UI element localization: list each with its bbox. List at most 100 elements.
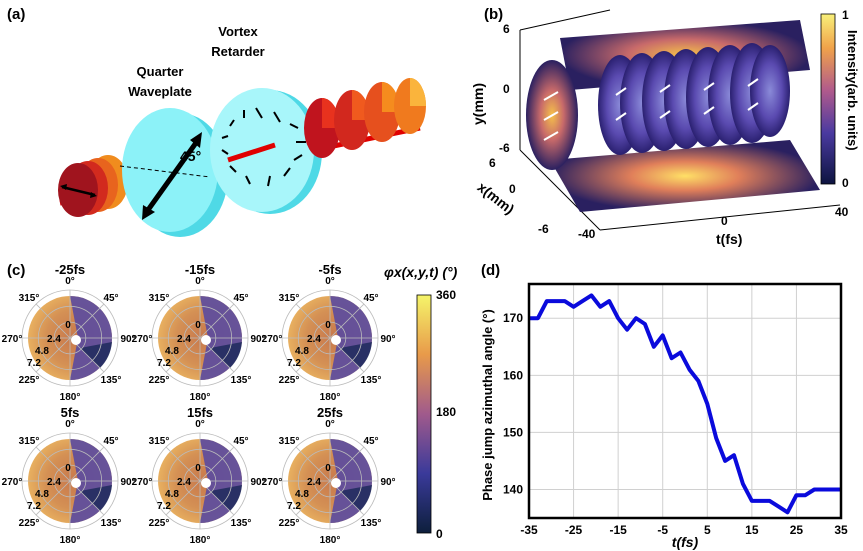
polar-spoke xyxy=(35,446,71,482)
x-axis-label: t(fs) xyxy=(672,534,699,550)
frame-time-label: 25fs xyxy=(317,405,343,420)
retarder-axis-arrows xyxy=(221,107,306,187)
polar-angle-tick: 225° xyxy=(279,518,300,529)
polar-radial-tick: 0 xyxy=(195,463,201,474)
phase-colorbar xyxy=(416,294,432,534)
x-tick-label: 15 xyxy=(745,523,759,537)
polar-spoke xyxy=(165,480,201,516)
vortex-core xyxy=(201,478,211,488)
bottom-projection xyxy=(550,140,820,212)
polar-angle-tick: 45° xyxy=(363,436,378,447)
polar-angle-tick: 45° xyxy=(103,293,118,304)
polar-angle-tick: 45° xyxy=(103,436,118,447)
polar-radial-tick: 7.2 xyxy=(157,501,171,512)
x-tick-label: -5 xyxy=(657,523,668,537)
polar-spoke xyxy=(69,446,105,482)
b-t-tick-mid: 0 xyxy=(721,214,728,228)
polar-angle-tick: 45° xyxy=(233,436,248,447)
x-tick-label: 25 xyxy=(790,523,804,537)
polar-angle-tick: 270° xyxy=(262,334,283,345)
polar-radial-tick: 7.2 xyxy=(27,501,41,512)
output-vortex-pulse xyxy=(304,78,426,158)
plot-frame xyxy=(527,282,843,520)
polar-spoke xyxy=(295,337,331,373)
polar-angle-tick: 315° xyxy=(279,293,300,304)
polar-angle-tick: 135° xyxy=(361,375,382,386)
vortex-core xyxy=(331,335,341,345)
y-tick-label: 150 xyxy=(503,425,523,439)
polar-angle-tick: 0° xyxy=(65,419,75,430)
polar-spoke xyxy=(165,337,201,373)
c-colorbar-tick-bottom: 0 xyxy=(436,527,443,541)
b-colorbar-tick-bottom: 0 xyxy=(842,176,849,190)
b-x-tick-top: 6 xyxy=(489,156,496,170)
phase-map-dark xyxy=(80,342,112,368)
b-x-tick-mid: 0 xyxy=(509,182,516,196)
phase-jump-chart: -35 -25 -15 -5 5 15 25 35 140 150 160 170 t(fs) Pha… xyxy=(480,282,848,550)
polar-radial-tick: 4.8 xyxy=(165,489,179,500)
polar-angle-tick: 135° xyxy=(101,375,122,386)
polar-angle-tick: 225° xyxy=(149,518,170,529)
frame-time-label: 15fs xyxy=(187,405,213,420)
phase-polar-grid: -25fs0°45°90°135°180°225°270°315°02.44.8… xyxy=(2,262,432,546)
intensity-colorbar xyxy=(820,13,836,185)
polar-radial-tick: 7.2 xyxy=(287,501,301,512)
b-colorbar-tick-top: 1 xyxy=(842,8,849,22)
polar-angle-tick: 270° xyxy=(262,477,283,488)
polar-radial-tick: 0 xyxy=(195,320,201,331)
phase-map-dark xyxy=(80,485,112,511)
polar-radial-tick: 2.4 xyxy=(307,477,321,488)
polar-radial-tick: 2.4 xyxy=(47,477,61,488)
polar-radial-tick: 4.8 xyxy=(35,346,49,357)
polar-angle-tick: 180° xyxy=(320,392,341,403)
polar-angle-tick: 90° xyxy=(250,334,265,345)
b-x-tick-bottom: -6 xyxy=(538,222,549,236)
panel-c-label: (c) xyxy=(7,262,26,279)
b-colorbar-label: Intensity(arb. units) xyxy=(845,30,860,151)
polar-radial-tick: 7.2 xyxy=(27,358,41,369)
polar-spoke xyxy=(295,446,331,482)
x-tick-label: -25 xyxy=(565,523,583,537)
polar-angle-tick: 135° xyxy=(231,375,252,386)
vortex-retarder-label: Vortex Retarder xyxy=(211,24,265,59)
polar-angle-tick: 315° xyxy=(149,293,170,304)
polar-angle-tick: 180° xyxy=(190,392,211,403)
y-tick-label: 140 xyxy=(503,482,523,496)
b-y-tick-top: 6 xyxy=(503,22,510,36)
quarter-waveplate-label: Quarter Waveplate xyxy=(128,64,192,99)
polar-angle-tick: 270° xyxy=(132,477,153,488)
optical-setup-diagram xyxy=(58,78,426,237)
b-t-label: t(fs) xyxy=(716,231,743,247)
polar-angle-tick: 315° xyxy=(279,436,300,447)
polar-angle-tick: 270° xyxy=(2,477,23,488)
x-tick-label: -15 xyxy=(609,523,627,537)
polar-spoke xyxy=(69,303,105,339)
polar-angle-tick: 90° xyxy=(250,477,265,488)
polar-radial-tick: 2.4 xyxy=(177,477,191,488)
x-tick-label: -35 xyxy=(520,523,538,537)
polar-angle-tick: 180° xyxy=(60,535,81,546)
y-tick-label: 170 xyxy=(503,311,523,325)
vortex-core xyxy=(201,335,211,345)
frame-time-label: -25fs xyxy=(55,262,85,277)
polar-radial-tick: 7.2 xyxy=(157,358,171,369)
phase-map-dark xyxy=(340,485,372,511)
polar-angle-tick: 0° xyxy=(325,419,335,430)
angle-label: 45° xyxy=(180,148,202,164)
polar-radial-tick: 4.8 xyxy=(295,489,309,500)
polar-angle-tick: 135° xyxy=(101,518,122,529)
vortex-core xyxy=(71,335,81,345)
polar-spoke xyxy=(295,480,331,516)
polar-radial-tick: 4.8 xyxy=(35,489,49,500)
y-axis-label: Phase jump azimuthal angle (°) xyxy=(480,309,495,501)
polar-spoke xyxy=(199,446,235,482)
frame-time-label: -5fs xyxy=(318,262,341,277)
c-colorbar-tick-top: 360 xyxy=(436,288,457,302)
panel-b-label: (b) xyxy=(484,6,504,23)
phase-map-dark xyxy=(340,342,372,368)
polar-radial-tick: 0 xyxy=(65,320,71,331)
